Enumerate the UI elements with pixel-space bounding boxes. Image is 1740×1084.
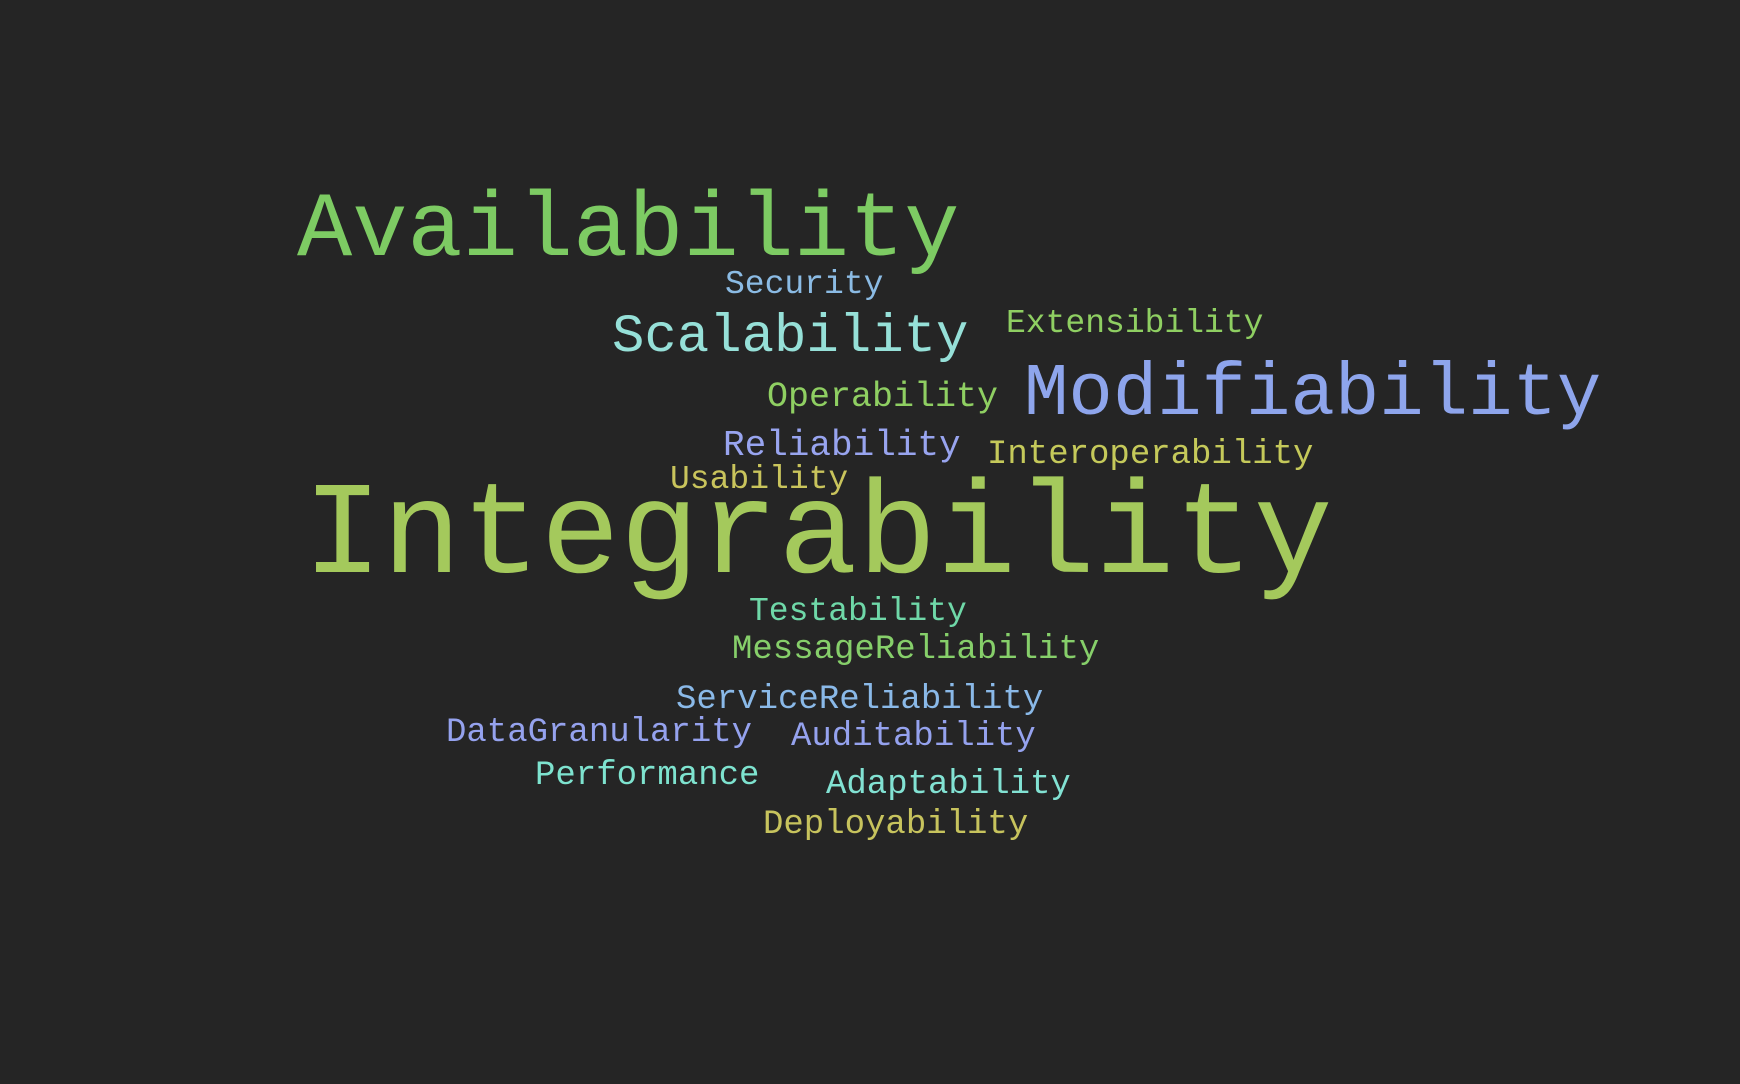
word-security: Security (725, 266, 884, 303)
word-testability: Testability (749, 593, 967, 630)
word-performance: Performance (535, 757, 760, 795)
word-deployability: Deployability (763, 806, 1029, 844)
word-availability: Availability (297, 178, 960, 283)
word-auditability: Auditability (791, 718, 1036, 756)
word-datagranularity: DataGranularity (446, 714, 753, 752)
word-scalability: Scalability (612, 307, 969, 368)
word-reliability: Reliability (723, 425, 961, 466)
word-adaptability: Adaptability (826, 766, 1071, 804)
word-modifiability: Modifiability (1024, 353, 1602, 437)
word-operability: Operability (767, 377, 999, 417)
word-servicereliability: ServiceReliability (676, 681, 1044, 719)
word-messagereliability: MessageReliability (732, 631, 1100, 669)
word-extensibility: Extensibility (1006, 305, 1264, 342)
word-interoperability: Interoperability (987, 436, 1314, 474)
word-usability: Usability (670, 461, 849, 498)
word-integrability: Integrability (303, 462, 1333, 612)
